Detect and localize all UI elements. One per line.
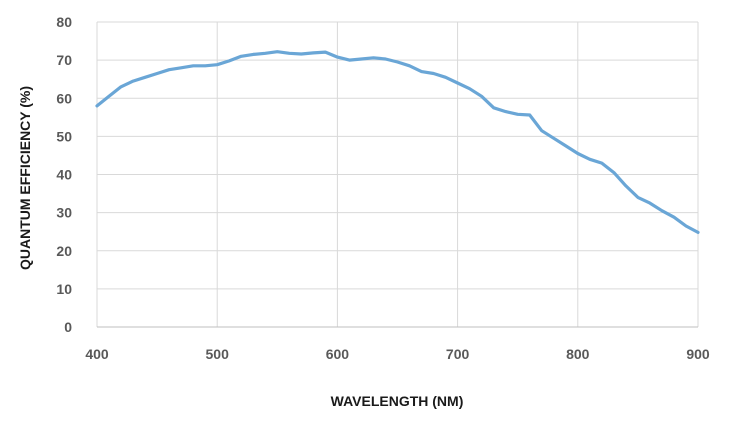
- x-tick-label: 800: [566, 346, 590, 362]
- y-axis-title: QUANTUM EFFICIENCY (%): [17, 86, 33, 270]
- y-tick-label: 30: [56, 205, 72, 221]
- x-tick-label: 500: [206, 346, 230, 362]
- x-tick-label: 900: [686, 346, 710, 362]
- y-tick-label: 10: [56, 281, 72, 297]
- x-tick-label: 700: [446, 346, 470, 362]
- y-tick-label: 70: [56, 52, 72, 68]
- x-axis-title: WAVELENGTH (NM): [331, 393, 464, 409]
- y-axis-ticks: 0 10 20 30 40 50 60 70 80: [56, 14, 72, 335]
- plot-area: [95, 50, 700, 234]
- y-tick-label: 0: [64, 319, 72, 335]
- y-tick-label: 40: [56, 167, 72, 183]
- y-tick-label: 60: [56, 90, 72, 106]
- y-tick-label: 80: [56, 14, 72, 30]
- qe-series-line: [95, 50, 700, 234]
- x-tick-label: 400: [85, 346, 109, 362]
- y-tick-label: 50: [56, 128, 72, 144]
- x-axis-ticks: 400 500 600 700 800 900: [85, 346, 710, 362]
- grid-lines: [96, 21, 699, 327]
- y-tick-label: 20: [56, 243, 72, 259]
- x-tick-label: 600: [326, 346, 350, 362]
